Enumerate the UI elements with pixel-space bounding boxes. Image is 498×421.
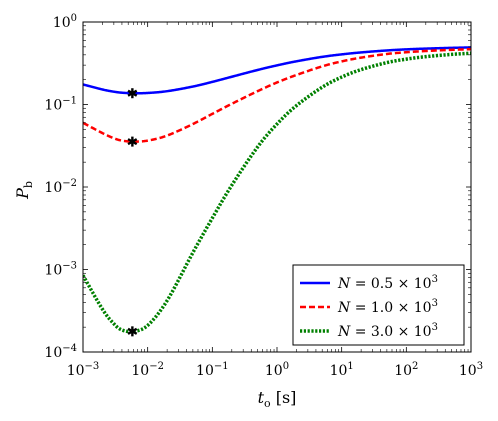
- y-tick-label: 10−3: [44, 261, 77, 279]
- minimum-marker-2: [127, 136, 138, 147]
- tick-label-layer: 10−3 10−2 10−1 100 101 102 10310−410−310−210−1…: [44, 13, 483, 379]
- legend-box: [292, 264, 465, 346]
- y-axis-label: Pb: [13, 181, 35, 200]
- x-tick-label: 100: [265, 361, 289, 379]
- marker-layer: [127, 88, 138, 337]
- y-tick-label: 10−1: [44, 96, 77, 114]
- x-tick-label: 10−1: [196, 361, 229, 379]
- y-tick-label: 10−4: [44, 343, 77, 361]
- legend: N = 0.5 × 103 N = 1.0 × 103 N = 3.0 × 103: [292, 264, 465, 346]
- x-tick-label: 10−2: [131, 361, 164, 379]
- legend-items: N = 0.5 × 103 N = 1.0 × 103 N = 3.0 × 103: [300, 274, 438, 340]
- y-tick-label: 10−2: [44, 178, 77, 196]
- x-tick-label: 102: [394, 361, 418, 379]
- minimum-marker-1: [127, 88, 138, 99]
- x-axis-label: to [s]: [258, 388, 297, 410]
- x-tick-label: 103: [459, 361, 483, 379]
- legend-label: N = 1.0 × 103: [337, 298, 438, 316]
- series-line-1: [83, 46, 471, 95]
- series-layer: [83, 46, 471, 334]
- legend-label: N = 0.5 × 103: [337, 274, 438, 292]
- legend-entry-3: N = 3.0 × 103: [300, 322, 438, 340]
- series-line-3: [83, 51, 471, 334]
- tick-layer: [82, 21, 472, 353]
- legend-entry-2: N = 1.0 × 103: [300, 298, 438, 316]
- minimum-marker-3: [127, 326, 138, 337]
- x-tick-label: 10−3: [67, 361, 100, 379]
- x-tick-label: 101: [330, 361, 354, 379]
- y-tick-label: 100: [53, 13, 77, 31]
- legend-label: N = 3.0 × 103: [337, 322, 438, 340]
- legend-entry-1: N = 0.5 × 103: [300, 274, 438, 292]
- series-line-2: [83, 47, 471, 143]
